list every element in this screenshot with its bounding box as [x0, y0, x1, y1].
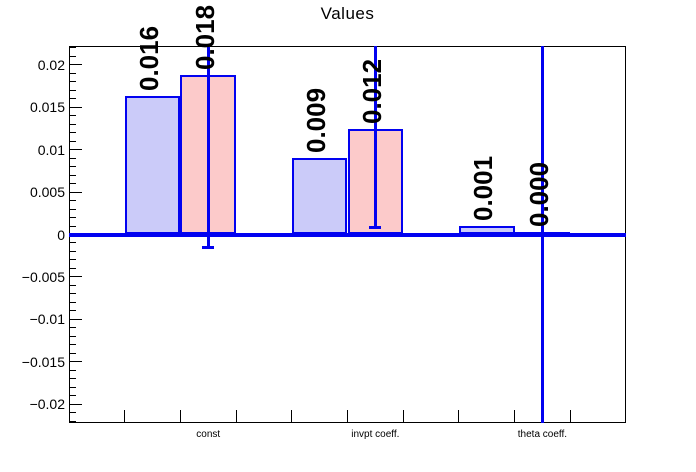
y-axis-minor-tick	[70, 267, 76, 269]
y-axis-minor-tick	[70, 250, 76, 252]
x-axis-tick	[514, 410, 516, 422]
y-axis-tick-label: 0.005	[29, 184, 65, 201]
bar-value-text: 0.016	[134, 26, 165, 92]
y-axis-minor-tick	[70, 335, 76, 337]
y-axis-major-tick	[70, 403, 82, 405]
bar	[291, 158, 348, 235]
y-axis-tick-label: 0.01	[37, 141, 65, 158]
y-axis-tick-label: −0.02	[29, 396, 65, 413]
y-axis-major-tick	[70, 191, 82, 193]
y-axis-minor-tick	[70, 420, 76, 422]
y-axis-major-tick	[70, 276, 82, 278]
error-bar	[373, 46, 377, 228]
y-axis-minor-tick	[70, 140, 76, 142]
y-axis-major-tick	[70, 149, 82, 151]
error-bar-cap	[202, 245, 215, 249]
y-axis-minor-tick	[70, 81, 76, 83]
x-axis-tick	[179, 410, 181, 422]
x-axis-tick	[458, 410, 460, 422]
y-axis-minor-tick	[70, 98, 76, 100]
y-axis-minor-tick	[70, 259, 76, 261]
y-axis-minor-tick	[70, 72, 76, 74]
y-axis-tick-label: 0.02	[37, 56, 65, 73]
x-axis-category-label: theta coeff.	[517, 429, 568, 440]
y-axis-minor-tick	[70, 166, 76, 168]
y-axis-minor-tick	[70, 47, 76, 49]
y-axis-minor-tick	[70, 293, 76, 295]
bar-value-text: 0.001	[468, 155, 499, 221]
y-axis-minor-tick	[70, 369, 76, 371]
y-axis-tick-label: 0.015	[29, 99, 65, 116]
x-axis-category-label: const	[196, 429, 221, 440]
x-axis-category-label: invpt coeff.	[351, 429, 400, 440]
x-axis-tick	[569, 410, 571, 422]
y-axis-minor-tick	[70, 132, 76, 134]
x-axis-tick	[347, 410, 348, 422]
x-axis-tick	[402, 410, 404, 422]
y-axis-minor-tick	[70, 378, 76, 380]
error-bar-cap	[369, 226, 382, 230]
y-axis-minor-tick	[70, 386, 76, 388]
y-axis-minor-tick	[70, 352, 76, 354]
chart-title: Values	[320, 4, 375, 23]
y-axis-major-tick	[70, 361, 82, 363]
y-axis-minor-tick	[70, 242, 76, 244]
y-axis-minor-tick	[70, 412, 76, 414]
y-axis-minor-tick	[70, 157, 76, 159]
y-axis-minor-tick	[70, 183, 76, 185]
bar-value-text: 0.009	[301, 88, 332, 154]
error-bar	[206, 46, 210, 248]
y-axis-tick-label: −0.015	[21, 353, 65, 370]
zero-line	[69, 232, 626, 237]
y-axis-minor-tick	[70, 310, 76, 312]
y-axis-minor-tick	[70, 344, 76, 346]
y-axis-minor-tick	[70, 89, 76, 91]
y-axis-minor-tick	[70, 123, 76, 125]
y-axis-tick-label: −0.01	[29, 311, 65, 328]
y-axis-minor-tick	[70, 301, 76, 303]
y-axis-minor-tick	[70, 55, 76, 57]
y-axis-major-tick	[70, 106, 82, 108]
x-axis-tick	[235, 410, 237, 422]
y-axis-minor-tick	[70, 217, 76, 219]
y-axis-tick-label: 0	[57, 226, 65, 243]
y-axis-minor-tick	[70, 200, 76, 202]
bar	[124, 96, 181, 235]
y-axis-minor-tick	[70, 208, 76, 210]
y-axis-minor-tick	[70, 115, 76, 117]
y-axis-major-tick	[70, 64, 82, 66]
y-axis-minor-tick	[70, 327, 76, 329]
bar-value-text: 0.000	[523, 161, 554, 227]
y-axis-minor-tick	[70, 174, 76, 176]
y-axis-minor-tick	[70, 225, 76, 227]
y-axis-minor-tick	[70, 395, 76, 397]
x-axis-tick	[291, 410, 293, 422]
y-axis-major-tick	[70, 318, 82, 320]
bar-value-text: 0.018	[189, 4, 220, 70]
y-axis-minor-tick	[70, 284, 76, 286]
bar-value-text: 0.012	[356, 59, 387, 125]
y-axis-tick-label: −0.005	[21, 268, 65, 285]
x-axis-tick	[124, 410, 126, 422]
